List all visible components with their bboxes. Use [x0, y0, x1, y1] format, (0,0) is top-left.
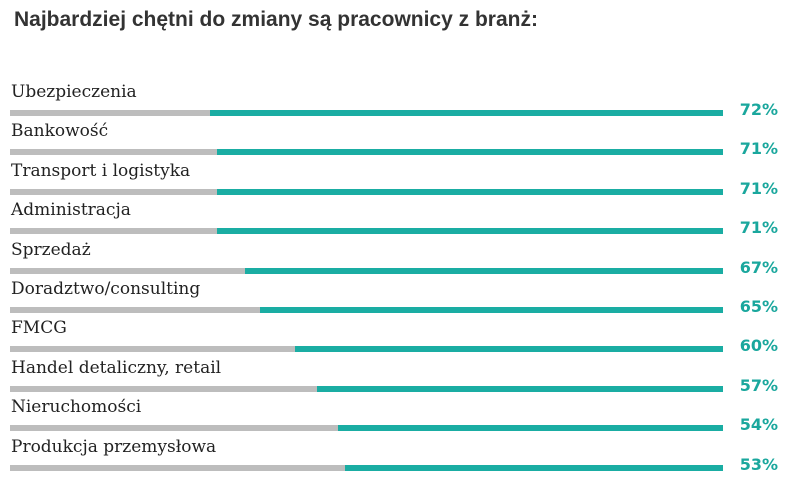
bar-row: Handel detaliczny, retail 57%: [0, 358, 800, 398]
value-label: 54%: [739, 415, 778, 435]
category-label: Nieruchomości: [11, 397, 142, 418]
bar-track: [10, 267, 723, 274]
bar: [209, 110, 723, 116]
bar: [337, 425, 723, 432]
bar-track: [10, 110, 723, 116]
bar: [245, 267, 723, 274]
bar: [216, 188, 723, 195]
chart-title: Najbardziej chętni do zmiany są pracowni…: [14, 8, 538, 31]
category-label: Ubezpieczenia: [11, 82, 137, 102]
value-label: 57%: [739, 375, 778, 395]
bar: [345, 464, 723, 471]
bar-row: Ubezpieczenia 72%: [0, 82, 800, 122]
category-label: Produkcja przemysłowa: [11, 436, 217, 457]
bar-track: [10, 464, 723, 471]
bar-track: [10, 228, 723, 235]
value-label: 71%: [739, 139, 778, 159]
bar: [259, 307, 723, 313]
bar-row: Bankowość 71%: [0, 121, 800, 161]
value-label: 67%: [739, 257, 778, 277]
bar-track: [10, 307, 723, 313]
value-label: 60%: [739, 336, 778, 356]
bar: [295, 346, 723, 353]
category-label: Sprzedaż: [11, 239, 91, 260]
bar-row: Nieruchomości 54%: [0, 397, 800, 437]
category-label: Transport i logistyka: [11, 160, 191, 181]
bar-row: Sprzedaż 67%: [0, 240, 800, 280]
category-label: Administracja: [11, 200, 131, 221]
bar-track: [10, 425, 723, 432]
bar-row: Transport i logistyka 71%: [0, 161, 800, 201]
value-label: 53%: [739, 454, 778, 474]
category-label: Handel detaliczny, retail: [11, 357, 222, 378]
bar: [216, 228, 723, 235]
value-label: 65%: [739, 297, 778, 316]
bar: [216, 149, 723, 156]
bar-row: Doradztwo/consulting 65%: [0, 279, 800, 319]
value-label: 72%: [739, 100, 778, 119]
bar: [316, 385, 723, 392]
value-label: 71%: [739, 218, 778, 238]
bar-track: [10, 346, 723, 353]
bar-track: [10, 149, 723, 156]
bar-row: FMCG 60%: [0, 318, 800, 358]
bar-row: Produkcja przemysłowa 53%: [0, 437, 800, 477]
bar-track: [10, 385, 723, 392]
bar-track: [10, 188, 723, 195]
category-label: Bankowość: [11, 121, 109, 142]
category-label: Doradztwo/consulting: [11, 279, 201, 299]
category-label: FMCG: [11, 318, 67, 339]
bar-row: Administracja 71%: [0, 200, 800, 240]
value-label: 71%: [739, 178, 778, 198]
